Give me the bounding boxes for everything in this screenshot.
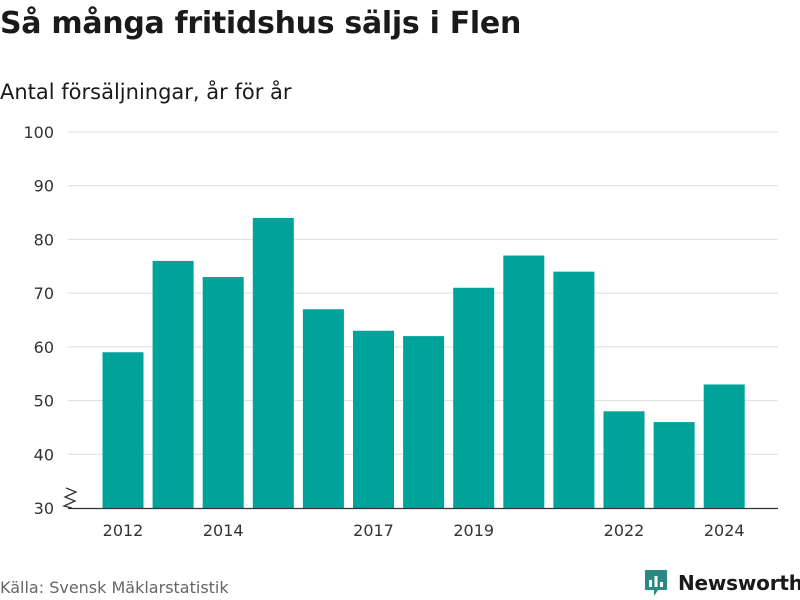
x-axis xyxy=(62,487,778,510)
bar-2017 xyxy=(353,330,394,508)
x-tick-label: 2022 xyxy=(604,521,645,540)
y-tick-label: 40 xyxy=(34,445,54,464)
bar-2021 xyxy=(553,271,595,508)
bar-2019 xyxy=(453,287,495,508)
x-tick-label: 2014 xyxy=(203,521,244,540)
x-tick-label: 2024 xyxy=(704,521,745,540)
axis-break-icon xyxy=(62,487,78,509)
x-tick-label: 2017 xyxy=(353,521,394,540)
bar-2016 xyxy=(302,309,344,508)
bar-2015 xyxy=(252,217,294,508)
brand-logo: Newsworthy xyxy=(643,568,800,598)
source-note: Källa: Svensk Mäklarstatistik xyxy=(0,578,229,597)
y-tick-label: 30 xyxy=(34,499,54,518)
y-tick-label: 50 xyxy=(34,392,54,411)
chart-subtitle: Antal försäljningar, år för år xyxy=(0,80,292,104)
bar-2023 xyxy=(653,422,695,508)
y-tick-label: 90 xyxy=(34,177,54,196)
x-tick-label: 2012 xyxy=(103,521,144,540)
y-tick-label: 80 xyxy=(34,230,54,249)
chart-title: Så många fritidshus säljs i Flen xyxy=(0,6,521,41)
bar-2012 xyxy=(102,352,144,508)
brand-name: Newsworthy xyxy=(678,571,800,595)
bars xyxy=(102,217,745,508)
y-tick-label: 60 xyxy=(34,338,54,357)
y-tick-label: 100 xyxy=(23,123,54,142)
bar-2013 xyxy=(152,260,194,508)
newsworthy-logo-icon xyxy=(645,570,667,596)
x-tick-label: 2019 xyxy=(453,521,494,540)
y-axis-tick-labels: 30 40 50 60 70 80 90 100 xyxy=(23,123,54,518)
x-axis-tick-labels: 2012 2014 2017 2019 2022 2024 xyxy=(103,521,745,540)
bar-2022 xyxy=(603,411,645,508)
bar-2020 xyxy=(503,255,545,508)
bar-2024 xyxy=(703,384,745,508)
y-tick-label: 70 xyxy=(34,284,54,303)
bar-2018 xyxy=(403,336,445,508)
bar-2014 xyxy=(202,277,244,508)
